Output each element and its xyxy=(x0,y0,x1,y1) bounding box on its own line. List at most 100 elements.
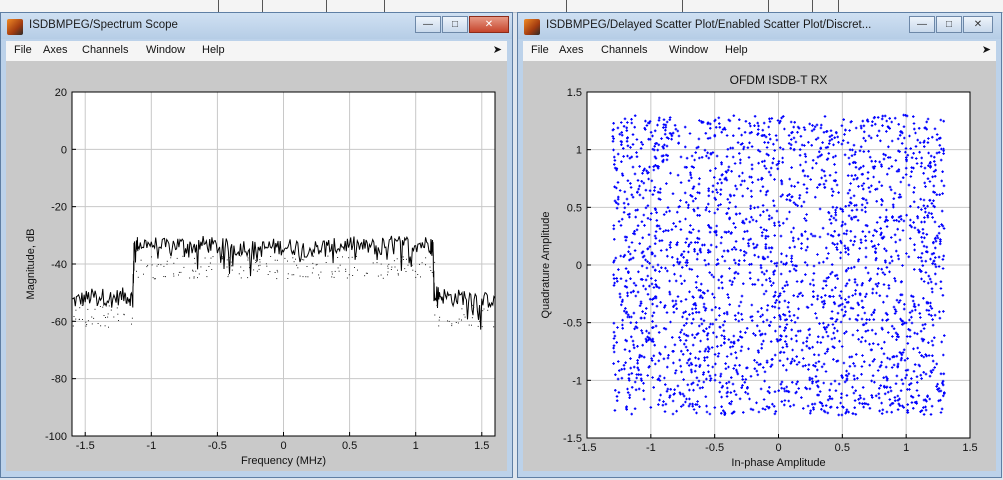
close-button[interactable]: ✕ xyxy=(963,16,993,33)
title-bar[interactable]: ISDBMPEG/Spectrum Scope — □ ✕ xyxy=(1,13,512,39)
spectrum-sample-dot xyxy=(348,257,350,259)
spectrum-sample-dot xyxy=(406,258,407,260)
spectrum-sample-dot xyxy=(397,274,399,276)
spectrum-sample-dot xyxy=(78,319,80,320)
spectrum-sample-dot xyxy=(387,271,389,273)
spectrum-sample-dot xyxy=(276,269,278,271)
spectrum-sample-dot xyxy=(231,265,232,267)
spectrum-sample-dot xyxy=(325,262,327,263)
spectrum-sample-dot xyxy=(293,261,295,263)
spectrum-sample-dot xyxy=(178,274,179,276)
spectrum-sample-dot xyxy=(434,261,436,263)
spectrum-sample-dot xyxy=(457,322,459,324)
spectrum-sample-dot xyxy=(240,277,242,279)
x-axis-label: Frequency (MHz) xyxy=(241,455,326,467)
spectrum-sample-dot xyxy=(256,270,258,272)
figure-area: -1.5 -1 -0.5 0 0.5 1 1.5 20 0 -20 -40 -60 -80 -100 Fre… xyxy=(6,62,507,471)
spectrum-sample-dot xyxy=(439,316,441,318)
minimize-button[interactable]: — xyxy=(415,16,441,33)
y-axis-label: Quadrature Amplitude xyxy=(540,211,552,318)
spectrum-sample-dot xyxy=(312,267,314,269)
y-tick-label: -1.5 xyxy=(563,433,582,445)
spectrum-sample-dot xyxy=(204,257,206,259)
spectrum-sample-dot xyxy=(249,267,250,269)
y-tick-label: 0 xyxy=(576,260,582,272)
spectrum-sample-dot xyxy=(479,320,481,322)
title-bar[interactable]: ISDBMPEG/Delayed Scatter Plot/Enabled Sc… xyxy=(518,13,1001,39)
spectrum-sample-dot xyxy=(447,320,448,322)
spectrum-sample-dot xyxy=(327,255,329,257)
spectrum-sample-dot xyxy=(463,314,465,316)
spectrum-sample-dot xyxy=(270,256,272,257)
spectrum-sample-dot xyxy=(194,262,196,264)
spectrum-sample-dot xyxy=(366,272,368,274)
dock-arrow-icon[interactable]: ➤ xyxy=(981,44,991,56)
spectrum-sample-dot xyxy=(287,273,289,275)
spectrum-sample-dot xyxy=(265,263,267,265)
spectrum-sample-dot xyxy=(123,313,125,315)
spectrum-sample-dot xyxy=(403,259,404,260)
menu-axes[interactable]: Axes xyxy=(43,44,68,56)
spectrum-sample-dot xyxy=(240,255,242,257)
spectrum-sample-dot xyxy=(156,265,158,267)
dock-arrow-icon[interactable]: ➤ xyxy=(492,44,502,56)
spectrum-sample-dot xyxy=(178,271,180,273)
close-button[interactable]: ✕ xyxy=(469,16,509,33)
spectrum-sample-dot xyxy=(258,265,259,267)
x-tick-label: 0.5 xyxy=(342,440,357,452)
menu-window[interactable]: Window xyxy=(669,44,709,56)
spectrum-sample-dot xyxy=(100,325,102,327)
menu-help[interactable]: Help xyxy=(202,44,225,56)
maximize-button[interactable]: □ xyxy=(936,16,962,33)
menu-help[interactable]: Help xyxy=(725,44,748,56)
spectrum-sample-dot xyxy=(387,274,388,276)
spectrum-plot: -1.5 -1 -0.5 0 0.5 1 1.5 20 0 -20 -40 -60 -80 -100 Fre… xyxy=(25,87,496,467)
spectrum-sample-dot xyxy=(312,262,314,264)
spectrum-sample-dot xyxy=(287,260,288,262)
spectrum-sample-dot xyxy=(382,277,384,279)
spectrum-sample-dot xyxy=(400,258,402,260)
spectrum-sample-dot xyxy=(140,259,142,261)
figure-area: -1.5 -1 -0.5 0 0.5 1 1.5 1.5 1 0.5 0 -0.5 -1 -1.5 In-p… xyxy=(523,62,996,471)
spectrum-sample-dot xyxy=(146,266,148,268)
spectrum-sample-dot xyxy=(414,270,416,272)
spectrum-sample-dot xyxy=(482,310,484,312)
spectrum-sample-dot xyxy=(331,276,333,278)
spectrum-sample-dot xyxy=(93,317,95,319)
menu-file[interactable]: File xyxy=(531,44,549,56)
spectrum-sample-dot xyxy=(274,259,276,261)
spectrum-scope-window[interactable]: ISDBMPEG/Spectrum Scope — □ ✕ File Axes … xyxy=(0,12,513,478)
spectrum-sample-dot xyxy=(243,270,245,272)
spectrum-sample-dot xyxy=(405,271,407,272)
spectrum-sample-dot xyxy=(481,326,483,328)
menu-file[interactable]: File xyxy=(14,44,32,56)
spectrum-sample-dot xyxy=(451,323,453,325)
menu-channels[interactable]: Channels xyxy=(82,44,129,56)
spectrum-sample-dot xyxy=(211,269,213,270)
menu-channels[interactable]: Channels xyxy=(601,44,648,56)
spectrum-sample-dot xyxy=(461,308,463,310)
spectrum-sample-dot xyxy=(420,276,421,278)
spectrum-sample-dot xyxy=(105,317,106,318)
x-tick-label: 0.5 xyxy=(835,442,850,454)
spectrum-sample-dot xyxy=(320,271,322,273)
minimize-button[interactable]: — xyxy=(909,16,935,33)
spectrum-sample-dot xyxy=(107,313,109,315)
spectrum-sample-dot xyxy=(464,316,466,318)
spectrum-sample-dot xyxy=(315,264,317,266)
spectrum-sample-dot xyxy=(104,325,106,327)
scatter-plot-window[interactable]: ISDBMPEG/Delayed Scatter Plot/Enabled Sc… xyxy=(517,12,1002,478)
spectrum-sample-dot xyxy=(287,278,289,279)
spectrum-sample-dot xyxy=(356,255,357,257)
spectrum-sample-dot xyxy=(226,266,228,268)
window-title: ISDBMPEG/Delayed Scatter Plot/Enabled Sc… xyxy=(546,19,872,31)
menu-window[interactable]: Window xyxy=(146,44,186,56)
spectrum-sample-dot xyxy=(338,270,340,272)
spectrum-sample-dot xyxy=(195,270,197,272)
spectrum-sample-dot xyxy=(113,316,115,318)
spectrum-sample-dot xyxy=(221,256,223,258)
spectrum-sample-dot xyxy=(337,257,339,258)
menu-axes[interactable]: Axes xyxy=(559,44,584,56)
spectrum-sample-dot xyxy=(259,259,261,261)
maximize-button[interactable]: □ xyxy=(442,16,468,33)
